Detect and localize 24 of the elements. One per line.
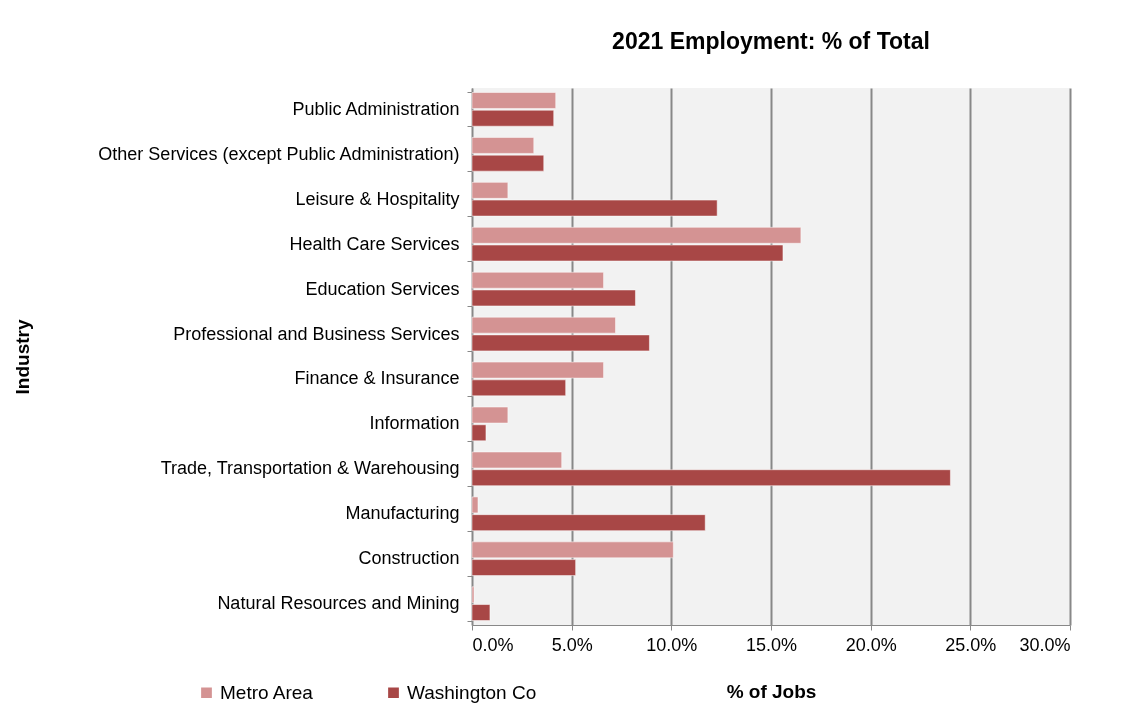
y-tick-label: Construction bbox=[358, 548, 460, 569]
y-tick-label: Education Services bbox=[305, 278, 460, 299]
x-tick-label: 30.0% bbox=[1019, 634, 1071, 655]
legend-label: Metro Area bbox=[220, 681, 314, 703]
y-tick-label: Information bbox=[369, 413, 460, 434]
y-tick-label: Trade, Transportation & Warehousing bbox=[160, 458, 460, 479]
x-tick-label: 20.0% bbox=[845, 634, 897, 655]
x-tick-label: 10.0% bbox=[646, 634, 698, 655]
x-tick-label: 5.0% bbox=[551, 634, 593, 655]
legend-label: Washington Co bbox=[407, 681, 537, 703]
x-tick-label: 25.0% bbox=[945, 634, 997, 655]
y-tick-label: Natural Resources and Mining bbox=[217, 593, 460, 614]
y-tick-label: Public Administration bbox=[292, 98, 460, 119]
x-axis-title: % of Jobs bbox=[726, 680, 817, 702]
x-tick-label: 15.0% bbox=[745, 634, 798, 655]
y-axis-title: Industry bbox=[11, 319, 33, 395]
x-tick-label: 0.0% bbox=[472, 634, 514, 655]
y-tick-label: Health Care Services bbox=[289, 233, 460, 254]
y-tick-label: Leisure & Hospitality bbox=[295, 188, 460, 209]
y-tick-label: Professional and Business Services bbox=[173, 323, 460, 344]
y-tick-label: Other Services (except Public Administration) bbox=[98, 143, 460, 164]
y-tick-label: Manufacturing bbox=[345, 503, 460, 524]
y-tick-label: Finance & Insurance bbox=[294, 368, 460, 389]
chart-title: 2021 Employment: % of Total bbox=[612, 28, 930, 54]
